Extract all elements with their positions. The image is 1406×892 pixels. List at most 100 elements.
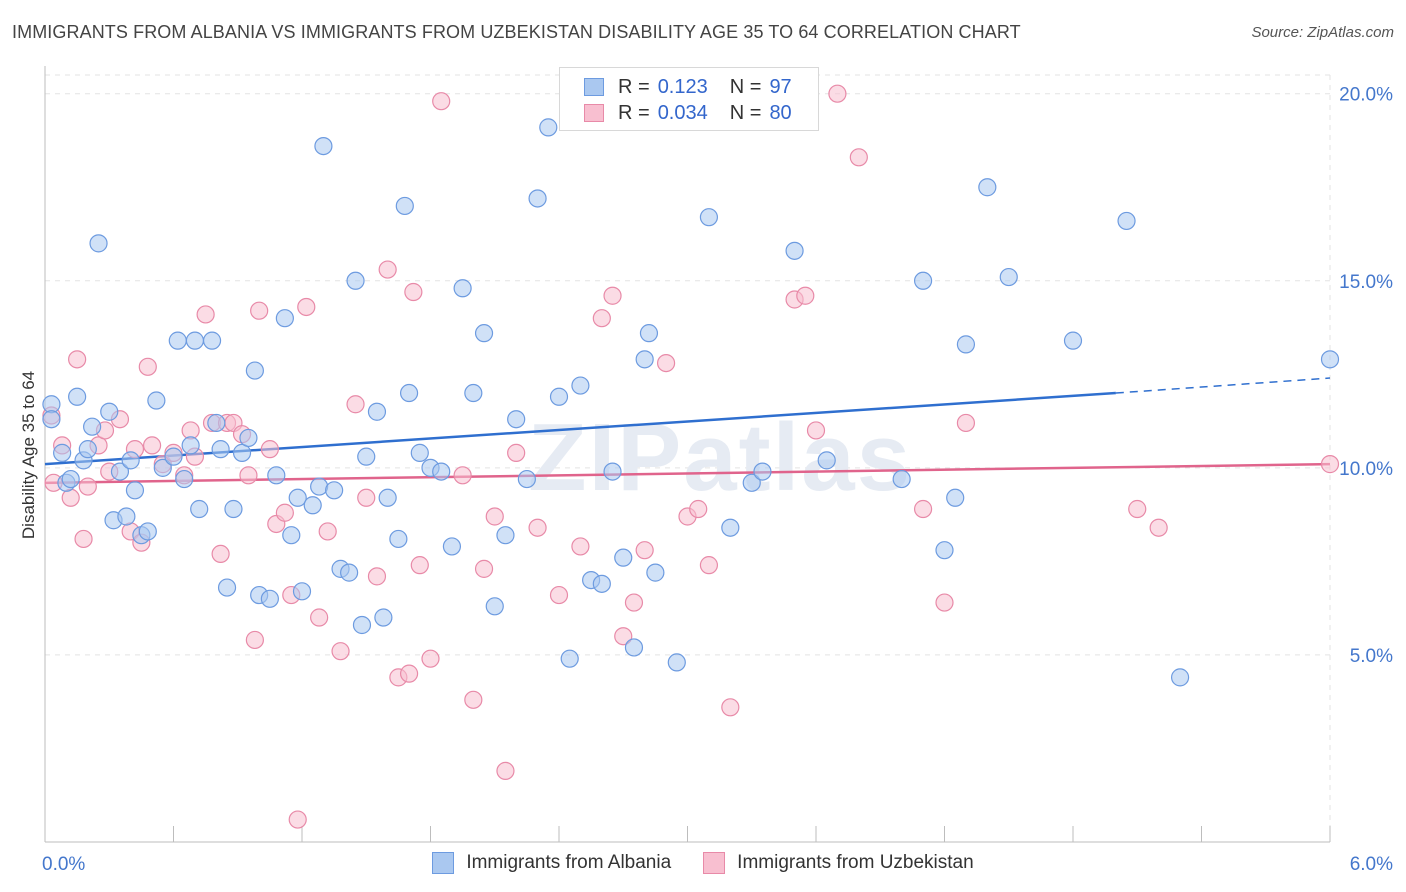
albania-point: [1320, 350, 1340, 369]
albania-point: [83, 417, 102, 436]
albania-point: [282, 526, 301, 545]
albania-point: [78, 440, 97, 459]
uzbekistan-point: [142, 436, 162, 455]
albania-point: [267, 466, 286, 485]
y-axis-label: Disability Age 35 to 64: [19, 371, 38, 539]
uzbekistan-point: [507, 443, 526, 462]
x-tick-label: 0.0%: [42, 854, 85, 875]
uzbekistan-point: [410, 556, 429, 575]
bottom-legend-swatch-albania: [432, 852, 455, 874]
albania-point: [314, 136, 333, 156]
albania-point: [453, 279, 472, 298]
uzbekistan-point: [61, 488, 80, 507]
albania-point: [603, 462, 622, 481]
uzbekistan-point: [404, 282, 423, 302]
albania-point: [42, 410, 61, 429]
albania-point: [153, 458, 172, 477]
albania-point: [68, 387, 87, 406]
albania-point: [352, 615, 372, 635]
uzbekistan-point: [331, 642, 350, 661]
albania-point: [125, 481, 145, 500]
albania-point: [117, 507, 136, 526]
uzbekistan-point: [935, 593, 954, 612]
uzbekistan-point: [496, 761, 515, 781]
albania-point: [138, 522, 157, 541]
uzbekistan-point: [485, 507, 504, 526]
albania-point: [202, 331, 222, 350]
albania-point: [175, 469, 194, 489]
uzbekistan-point: [614, 627, 633, 646]
albania-point: [61, 469, 80, 489]
tick-labels: 5.0% 10.0% 15.0% 20.0% 0.0% 6.0%: [42, 85, 1393, 875]
axes: [44, 66, 1331, 843]
albania-point: [207, 413, 226, 433]
albania-point: [303, 496, 322, 515]
albania-point: [389, 529, 408, 549]
uzbekistan-point: [453, 466, 472, 485]
uzbekistan-point: [260, 440, 279, 459]
albania-point: [357, 447, 376, 466]
legend-row-albania: R = 0.123 N = 97: [584, 74, 814, 100]
bottom-legend-swatch-uzbekistan: [703, 852, 726, 874]
uzbekistan-point: [796, 286, 815, 305]
y-tick-label: 15.0%: [1339, 272, 1393, 293]
uzbekistan-point: [211, 544, 230, 564]
uzbekistan-point: [1128, 499, 1147, 519]
uzbekistan-point: [592, 309, 611, 328]
uzbekistan-point: [571, 537, 590, 556]
albania-point: [190, 499, 209, 519]
uzbekistan-point: [346, 395, 365, 414]
bottom-legend-albania: Immigrants from Albania: [432, 852, 671, 874]
albania-point: [432, 462, 451, 481]
albania-point: [646, 563, 665, 582]
albania-point: [121, 451, 140, 470]
uzbekistan-point: [913, 499, 933, 519]
uzbekistan-point: [624, 593, 644, 612]
albania-trend-extension: [1115, 377, 1331, 394]
albania-point: [892, 469, 911, 489]
albania-point: [1063, 331, 1083, 350]
uzbekistan-point: [806, 421, 826, 440]
uzbekistan-point: [297, 297, 316, 317]
uzbekistan-point: [828, 84, 847, 103]
albania-point: [528, 189, 547, 208]
uzbekistan-point: [635, 541, 654, 560]
albania-point: [147, 391, 166, 410]
albania-point: [592, 574, 611, 593]
albania-point: [742, 473, 761, 492]
albania-point: [571, 376, 590, 395]
albania-point: [288, 488, 307, 507]
albania-point: [1170, 668, 1190, 687]
data-points: [42, 84, 1340, 829]
albania-point: [224, 499, 243, 519]
uzbekistan-point: [399, 664, 419, 683]
uzbekistan-point: [421, 649, 440, 668]
albania-point: [639, 324, 659, 343]
albania-point: [753, 462, 772, 481]
albania-point: [367, 402, 387, 421]
y-tick-label: 5.0%: [1350, 646, 1393, 667]
bottom-legend-label-uzbekistan: Immigrants from Uzbekistan: [737, 852, 974, 873]
uzbekistan-point: [138, 357, 157, 376]
albania-point: [232, 443, 252, 462]
uzbekistan-point: [474, 559, 494, 578]
albania-point: [539, 118, 558, 137]
uzbekistan-point: [549, 585, 569, 605]
albania-point: [211, 440, 230, 459]
legend-swatch-albania: [584, 78, 604, 96]
uzbekistan-point: [310, 608, 329, 627]
albania-point: [635, 350, 654, 369]
y-tick-label: 20.0%: [1339, 85, 1393, 106]
albania-point: [999, 267, 1018, 287]
uzbekistan-point: [689, 499, 708, 519]
albania-point: [217, 578, 237, 597]
albania-point: [168, 331, 187, 350]
uzbekistan-point: [849, 148, 868, 167]
uzbekistan-point: [288, 810, 307, 829]
uzbekistan-point: [250, 301, 269, 320]
uzbekistan-point: [432, 92, 451, 111]
legend-n-albania: 97: [769, 75, 792, 98]
albania-point: [325, 481, 344, 500]
legend-r-label: R =: [618, 101, 650, 124]
